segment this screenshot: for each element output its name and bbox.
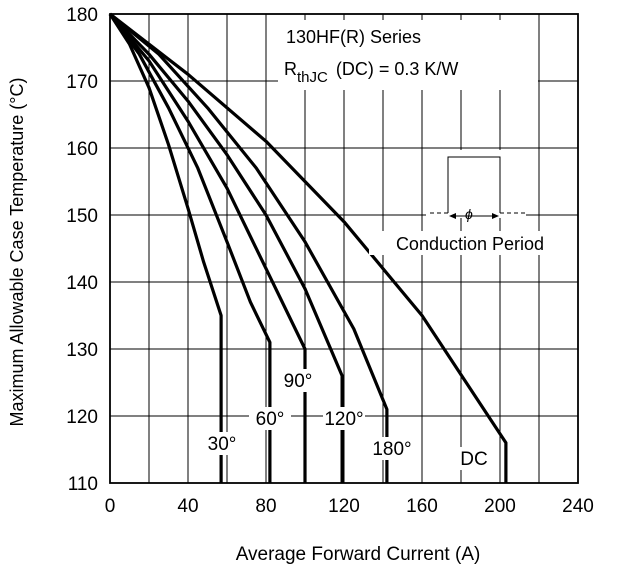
plot-frame [109,13,579,484]
y-tick-label: 110 [68,474,98,495]
conduction-angle-symbol: ϕ [465,206,473,222]
series-label-background [371,437,413,460]
series-label: 30° [208,434,237,455]
x-tick-label: 120 [328,496,360,517]
x-tick-label: 160 [406,496,438,517]
y-tick-label: 130 [66,340,98,361]
series-label-background [323,407,365,430]
series-line [108,12,389,483]
series-label-background [277,369,319,392]
series-labels: 30° 60° 90° 120° 180° DC [201,369,495,470]
y-tick-label: 150 [66,206,98,227]
series-name-label: 130HF(R) Series [286,27,421,47]
series-line [108,12,344,483]
series-line [108,12,307,483]
annotation-background [278,20,538,90]
series-label: 90° [284,371,313,392]
x-tick-label: 200 [484,496,516,517]
conduction-pulse-outline [447,156,501,213]
conduction-arrow-left [449,213,456,219]
rth-label: RthJC (DC) = 0.3 K/W [284,59,458,86]
rth-subscript: thJC [297,69,328,86]
conduction-period-diagram: ϕ Conduction Period [369,150,571,255]
series-label-background [453,447,495,470]
y-tick-label: 160 [66,139,98,160]
y-axis-label: Maximum Allowable Case Temperature (°C) [7,78,27,427]
conduction-arrow-right [492,213,499,219]
x-tick-label: 80 [255,496,276,517]
conduction-label-background [369,231,571,255]
series-label: 120° [324,409,363,430]
y-tick-labels: 110 120 130 140 150 160 170 180 [66,5,98,495]
rth-value: (DC) = 0.3 K/W [336,59,459,79]
series-label-background [201,432,243,455]
curves [108,12,508,483]
y-tick-label: 180 [66,5,98,26]
conduction-period-label: Conduction Period [396,234,544,254]
x-tick-label: 40 [177,496,198,517]
x-tick-label: 240 [562,496,594,517]
x-axis-label: Average Forward Current (A) [236,544,481,565]
rth-main: R [284,59,297,79]
series-line [108,13,272,483]
series-line [109,12,508,483]
series-line [108,13,223,483]
y-tick-label: 140 [66,273,98,294]
x-tick-label: 0 [105,496,116,517]
annotation-box: 130HF(R) Series RthJC (DC) = 0.3 K/W [278,20,538,90]
conduction-diagram-background [426,150,526,218]
x-tick-labels: 0 40 80 120 160 200 240 [105,496,594,517]
series-label: 60° [256,409,285,430]
series-label: 180° [372,439,411,460]
y-tick-label: 120 [66,407,98,428]
series-label: DC [460,449,487,470]
series-label-background [249,407,291,430]
y-tick-label: 170 [66,72,98,93]
